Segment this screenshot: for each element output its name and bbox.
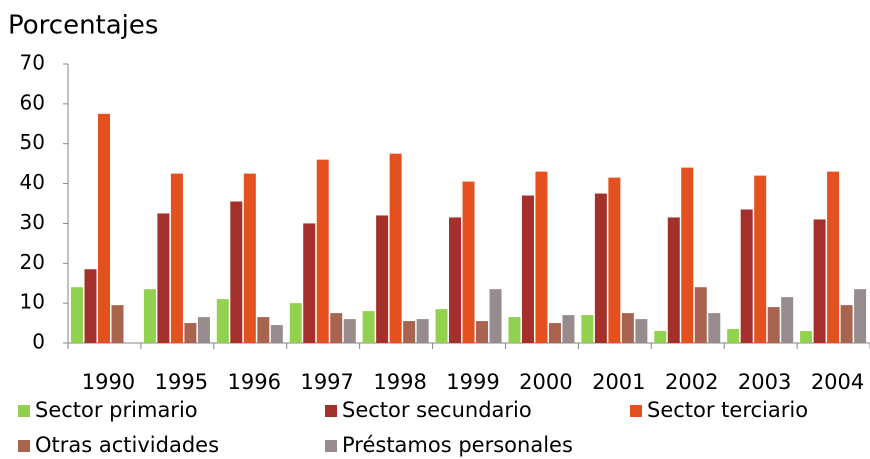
bar xyxy=(216,299,229,343)
bar xyxy=(621,313,634,343)
x-tick-label: 1996 xyxy=(228,370,281,394)
x-tick-label: 1998 xyxy=(373,370,426,394)
y-tick-label: 20 xyxy=(20,250,45,274)
legend-swatch xyxy=(18,440,30,452)
bar xyxy=(635,319,648,343)
bar xyxy=(508,317,521,343)
x-tick-label: 2004 xyxy=(811,370,864,394)
bar xyxy=(462,181,475,343)
bar xyxy=(681,167,694,343)
bar xyxy=(330,313,343,343)
bar xyxy=(389,153,402,343)
bar xyxy=(184,323,197,343)
bar xyxy=(343,319,356,343)
y-tick-label: 50 xyxy=(20,130,45,154)
legend-swatch xyxy=(18,405,30,417)
bar xyxy=(594,193,607,343)
legend-swatch xyxy=(630,405,642,417)
bar xyxy=(303,223,316,343)
legend-label: Sector terciario xyxy=(647,398,808,422)
bar xyxy=(800,331,813,343)
bar xyxy=(548,323,561,343)
bar xyxy=(403,321,416,343)
bar xyxy=(840,305,853,343)
bar xyxy=(654,331,667,343)
bar xyxy=(230,201,243,343)
x-tick-label: 1997 xyxy=(300,370,353,394)
bar xyxy=(740,209,753,343)
x-tick-label: 2001 xyxy=(592,370,645,394)
legend-label: Préstamos personales xyxy=(342,433,573,457)
y-tick-label: 70 xyxy=(20,51,45,75)
bar xyxy=(727,329,740,343)
y-tick-label: 10 xyxy=(20,290,45,314)
legend-swatch xyxy=(325,440,337,452)
bar xyxy=(854,289,867,343)
bar xyxy=(521,195,534,343)
bar xyxy=(708,313,721,343)
legend-swatch xyxy=(325,405,337,417)
y-tick-label: 0 xyxy=(32,330,45,354)
legend-label: Otras actividades xyxy=(35,433,219,457)
y-tick-label: 60 xyxy=(20,90,45,114)
bar xyxy=(767,307,780,343)
chart-title: Porcentajes xyxy=(8,11,158,41)
bar xyxy=(257,317,270,343)
bar xyxy=(243,173,256,343)
bar xyxy=(489,289,502,343)
x-tick-label: 1999 xyxy=(446,370,499,394)
bar xyxy=(535,171,548,343)
bar xyxy=(316,159,329,343)
bar xyxy=(143,289,156,343)
bar xyxy=(289,303,302,343)
bar xyxy=(608,177,621,343)
x-tick-label: 2000 xyxy=(519,370,572,394)
bar xyxy=(157,213,170,343)
bar xyxy=(581,315,594,343)
legend-label: Sector primario xyxy=(35,398,198,422)
bar xyxy=(476,321,489,343)
bar xyxy=(84,269,97,343)
bar xyxy=(754,175,767,343)
bar xyxy=(813,219,826,343)
bar xyxy=(562,315,575,343)
bar xyxy=(435,309,448,343)
x-tick-label: 1995 xyxy=(155,370,208,394)
y-tick-label: 40 xyxy=(20,170,45,194)
bar xyxy=(416,319,429,343)
bar xyxy=(111,305,124,343)
bar xyxy=(170,173,183,343)
bar xyxy=(827,171,840,343)
bar xyxy=(98,113,110,343)
bar xyxy=(362,311,375,343)
bar xyxy=(449,217,462,343)
bar xyxy=(270,325,283,343)
bar xyxy=(667,217,680,343)
y-tick-label: 30 xyxy=(20,210,45,234)
bar xyxy=(694,287,707,343)
x-tick-label: 2003 xyxy=(738,370,791,394)
bar xyxy=(71,287,83,343)
bar xyxy=(781,297,794,343)
legend-label: Sector secundario xyxy=(342,398,532,422)
x-tick-label: 2002 xyxy=(665,370,718,394)
bar xyxy=(197,317,210,343)
x-tick-label: 1990 xyxy=(82,370,135,394)
bar xyxy=(376,215,389,343)
